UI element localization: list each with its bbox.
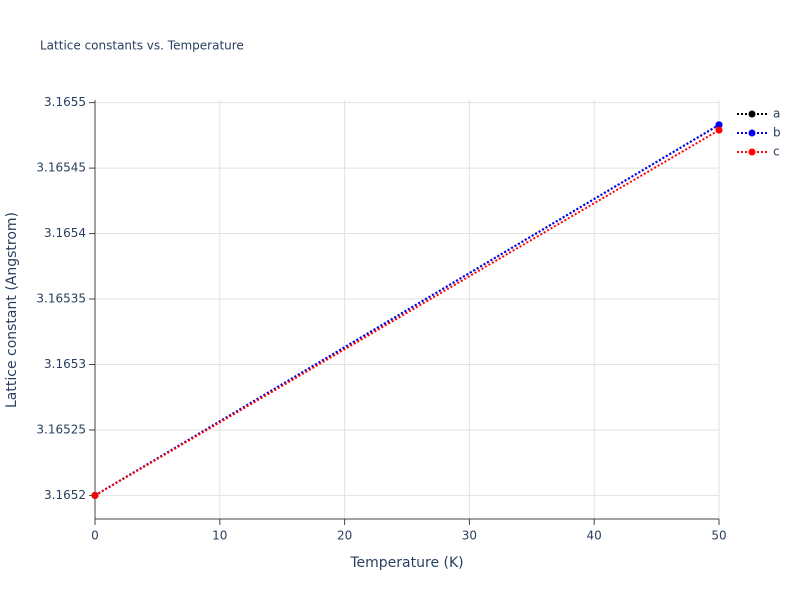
point — [91, 491, 99, 499]
y-tick-label: 3.1654 — [44, 226, 86, 240]
point — [715, 121, 723, 129]
y-axis-title: Lattice constant (Angstrom) — [4, 212, 20, 408]
x-axis-title: Temperature (K) — [349, 555, 463, 571]
series-line — [94, 129, 720, 497]
legend-marker — [748, 110, 756, 118]
legend-marker — [748, 129, 756, 137]
chart-title: Lattice constants vs. Temperature — [40, 39, 244, 53]
legend-label: c — [773, 145, 780, 159]
x-tick-label: 0 — [91, 529, 99, 543]
x-tick-label: 30 — [462, 529, 477, 543]
legend-label: b — [773, 126, 781, 140]
x-tick-label: 40 — [587, 529, 602, 543]
point — [715, 126, 723, 134]
y-tick-label: 3.16545 — [36, 161, 86, 175]
y-tick-label: 3.1652 — [44, 488, 86, 502]
y-tick-label: 3.16525 — [36, 422, 86, 436]
legend-marker — [748, 148, 756, 156]
y-tick-label: 3.16535 — [36, 292, 86, 306]
x-tick-label: 50 — [711, 529, 726, 543]
y-tick-label: 3.1653 — [44, 357, 86, 371]
x-tick-label: 10 — [212, 529, 227, 543]
y-tick-label: 3.1655 — [44, 95, 86, 109]
legend-label: a — [773, 107, 780, 121]
x-tick-label: 20 — [337, 529, 352, 543]
